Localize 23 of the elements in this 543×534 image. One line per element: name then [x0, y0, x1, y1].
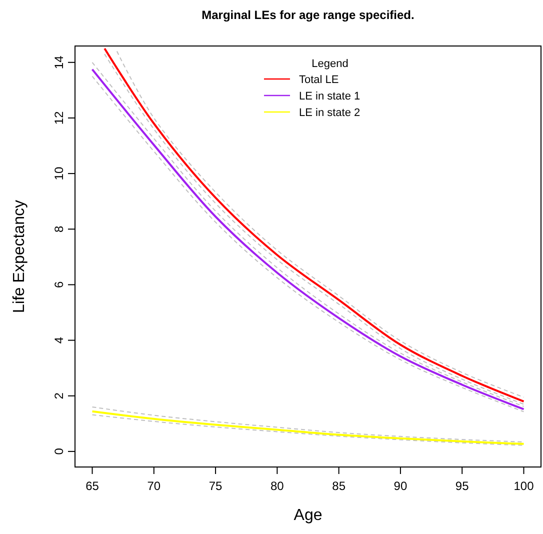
x-tick-label: 90 [394, 479, 408, 494]
x-tick-label: 75 [208, 479, 223, 494]
chart-title: Marginal LEs for age range specified. [202, 8, 414, 22]
y-tick-label: 10 [52, 166, 66, 180]
y-tick-label: 14 [52, 55, 66, 70]
legend-title: Legend [312, 58, 348, 70]
x-tick-label: 70 [147, 479, 161, 494]
x-axis-title: Age [294, 507, 322, 524]
y-tick-label: 12 [52, 110, 66, 125]
y-axis-title: Life Expectancy [11, 200, 28, 313]
x-tick-label: 65 [86, 479, 100, 494]
y-tick-label: 2 [52, 392, 66, 400]
y-tick-label: 0 [52, 448, 66, 455]
x-tick-label: 85 [332, 479, 346, 494]
x-tick-label: 95 [455, 479, 470, 494]
y-tick-label: 6 [52, 281, 66, 288]
y-tick-label: 4 [52, 336, 66, 344]
legend-label: LE in state 1 [299, 90, 360, 102]
y-tick-label: 8 [52, 225, 66, 232]
legend-label: LE in state 2 [299, 107, 360, 119]
x-tick-label: 80 [270, 479, 284, 494]
legend-label: Total LE [299, 74, 339, 86]
x-tick-label: 100 [514, 479, 534, 494]
